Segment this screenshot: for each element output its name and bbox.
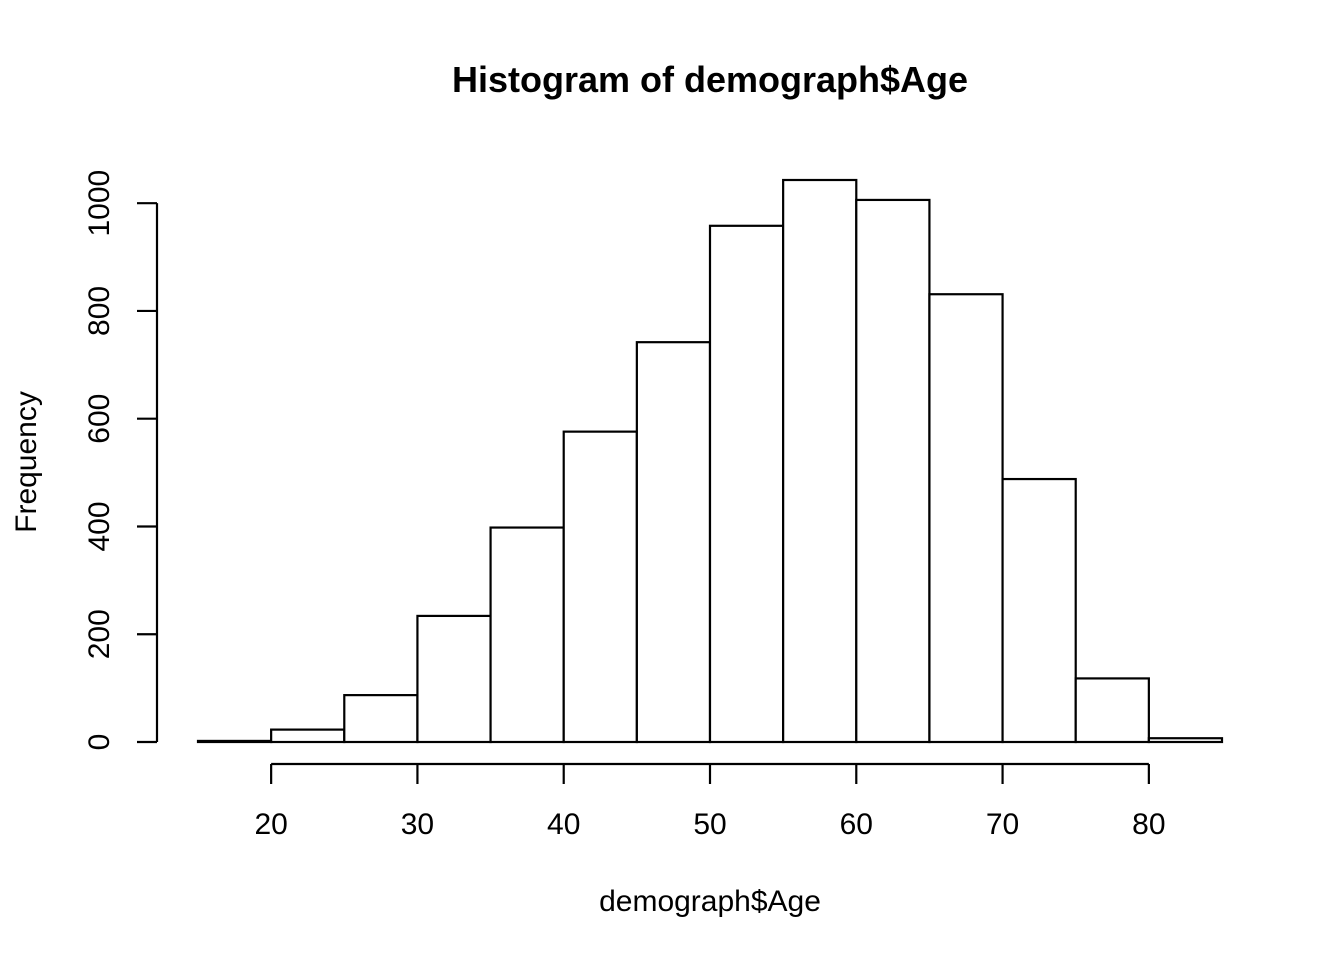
- histogram-bar-10: [928, 293, 1004, 744]
- histogram-bar-13: [1147, 737, 1224, 744]
- histogram-bar-4: [489, 526, 565, 744]
- histogram-bar-9: [855, 198, 931, 744]
- x-tick-label-6: 80: [1132, 808, 1165, 841]
- x-axis-label: demograph$Age: [599, 885, 821, 918]
- y-tick-label-0: 0: [83, 734, 116, 751]
- histogram-bar-7: [708, 224, 785, 744]
- x-tick-label-2: 40: [547, 808, 580, 841]
- histogram-bar-8: [782, 178, 858, 744]
- histogram-bar-3: [416, 614, 492, 744]
- x-tick-label-4: 60: [840, 808, 873, 841]
- x-axis: 20 30 40 50 60 70 80: [254, 762, 1166, 841]
- histogram-bar-6: [635, 341, 712, 744]
- histogram-bar-0: [196, 739, 273, 744]
- histogram-bar-1: [270, 728, 346, 744]
- histogram-bar-5: [562, 430, 638, 744]
- chart-title: Histogram of demograph$Age: [452, 59, 968, 100]
- y-tick-label-2: 400: [83, 501, 116, 551]
- y-tick-label-1: 200: [83, 609, 116, 659]
- histogram-bar-2: [343, 694, 419, 744]
- histogram-bar-12: [1074, 677, 1150, 744]
- y-tick-label-4: 800: [83, 286, 116, 336]
- y-tick-label-3: 600: [83, 394, 116, 444]
- bars-group: [196, 178, 1224, 744]
- y-axis: 0 200 400 600 800 1000: [83, 170, 159, 751]
- y-axis-label: Frequency: [10, 391, 43, 533]
- x-tick-label-5: 70: [986, 808, 1019, 841]
- x-tick-label-1: 30: [401, 808, 434, 841]
- histogram-bar-11: [1001, 477, 1077, 744]
- x-tick-label-3: 50: [693, 808, 726, 841]
- y-tick-label-5: 1000: [83, 170, 116, 237]
- x-tick-label-0: 20: [254, 808, 287, 841]
